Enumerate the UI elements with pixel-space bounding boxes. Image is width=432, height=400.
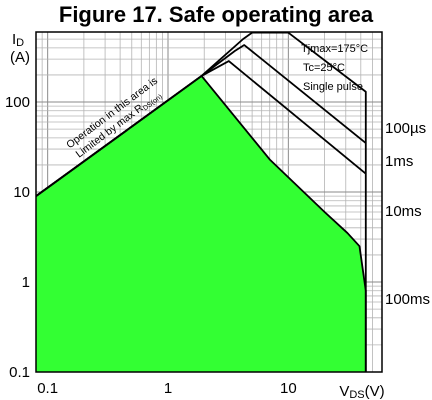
fill-100ms — [36, 75, 366, 373]
note-tjmax: Tjmax=175°C — [301, 43, 368, 55]
chart-title: Figure 17. Safe operating area — [59, 2, 374, 27]
series-line-3 — [35, 75, 367, 372]
y-tick-label: 0.1 — [9, 364, 30, 381]
series-label: 100ms — [385, 291, 430, 308]
note-tc: Tc=25°C — [303, 62, 345, 74]
x-tick-label: 0.1 — [37, 380, 58, 397]
series-label: 10ms — [385, 203, 422, 220]
x-axis-label: VDS(V) — [339, 383, 384, 400]
tick-labels: 0.1 1 10 0.1 1 10 100 — [5, 94, 297, 397]
note-pulse: Single pulse — [303, 81, 363, 93]
series-label: 1ms — [385, 153, 413, 170]
y-tick-label: 10 — [13, 184, 30, 201]
y-tick-label: 1 — [22, 274, 30, 291]
y-axis-label: ID — [12, 31, 24, 49]
series-labels: 100µs 1ms 10ms 100ms — [385, 120, 430, 308]
x-tick-label: 1 — [164, 380, 172, 397]
y-axis-unit: (A) — [10, 49, 30, 66]
x-tick-label: 10 — [280, 380, 297, 397]
y-tick-label: 100 — [5, 94, 30, 111]
conditions-note: Tjmax=175°C Tc=25°C Single pulse — [301, 43, 368, 93]
safe-area-fill — [36, 75, 366, 373]
series-label: 100µs — [385, 120, 426, 137]
plot-frame — [35, 31, 383, 373]
